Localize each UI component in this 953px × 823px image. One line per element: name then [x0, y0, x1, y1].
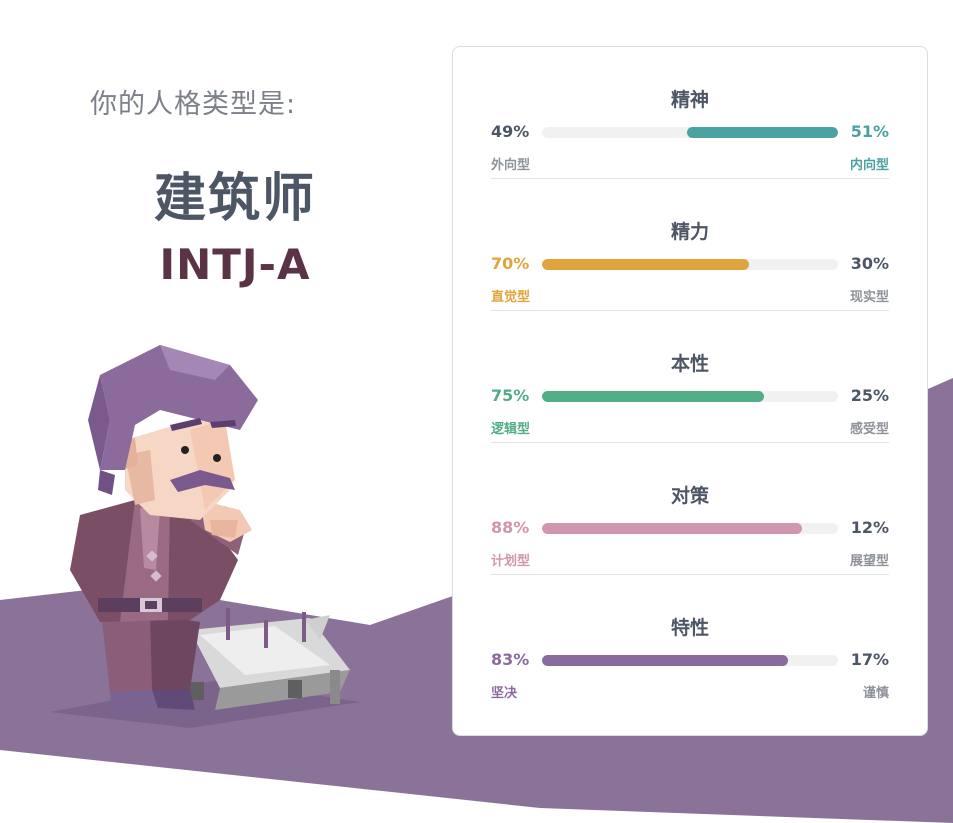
trait-bar-fill [542, 391, 764, 402]
trait-right-percent: 30% [850, 254, 889, 273]
trait-bar-fill [542, 655, 788, 666]
trait-bar-fill [542, 523, 802, 534]
trait-energy: 精力 70% 30% 直觉型 现实型 [491, 179, 889, 311]
trait-title: 精神 [670, 89, 709, 111]
divider [491, 310, 889, 311]
trait-left-label: 坚决 [491, 686, 518, 701]
trait-right-label: 内向型 [849, 158, 889, 173]
trait-breakdown-card: 精神 49% 51% 外向型 内向型 精力 70% 30% 直觉型 现实型 本性… [452, 46, 928, 736]
trait-left-percent: 70% [491, 254, 530, 273]
trait-right-percent: 17% [850, 650, 889, 669]
trait-right-label: 现实型 [849, 290, 889, 305]
architect-character-illustration [50, 345, 360, 728]
trait-bar [542, 391, 838, 402]
trait-mind: 精神 49% 51% 外向型 内向型 [491, 47, 889, 179]
trait-bar [542, 655, 838, 666]
divider [491, 442, 889, 443]
trait-bar [542, 523, 838, 534]
trait-right-percent: 12% [850, 518, 889, 537]
trait-right-label: 谨慎 [862, 686, 889, 701]
trait-left-label: 计划型 [491, 554, 531, 569]
divider [491, 178, 889, 179]
personality-type-name: 建筑师 [153, 169, 316, 229]
personality-type-code: INTJ-A [159, 240, 311, 289]
divider [491, 574, 889, 575]
trait-identity: 特性 83% 17% 坚决 谨慎 [491, 575, 889, 707]
trait-title: 本性 [670, 353, 709, 375]
trait-left-percent: 49% [491, 122, 530, 141]
trait-bar-fill [542, 259, 749, 270]
trait-nature: 本性 75% 25% 逻辑型 感受型 [491, 311, 889, 443]
trait-left-percent: 88% [491, 518, 530, 537]
trait-left-percent: 83% [491, 650, 530, 669]
trait-right-label: 展望型 [849, 554, 889, 569]
trait-right-label: 感受型 [849, 422, 889, 437]
trait-title: 特性 [670, 617, 709, 639]
intro-label: 你的人格类型是: [90, 89, 297, 120]
trait-bar-fill [687, 127, 838, 138]
trait-title: 精力 [670, 221, 709, 243]
trait-left-percent: 75% [491, 386, 530, 405]
trait-title: 对策 [670, 485, 709, 507]
trait-left-label: 逻辑型 [491, 422, 531, 437]
trait-right-percent: 51% [850, 122, 889, 141]
trait-tactics: 对策 88% 12% 计划型 展望型 [491, 443, 889, 575]
trait-left-label: 外向型 [491, 158, 531, 173]
trait-left-label: 直觉型 [491, 290, 531, 305]
trait-bar [542, 127, 838, 138]
trait-bar [542, 259, 838, 270]
trait-right-percent: 25% [850, 386, 889, 405]
